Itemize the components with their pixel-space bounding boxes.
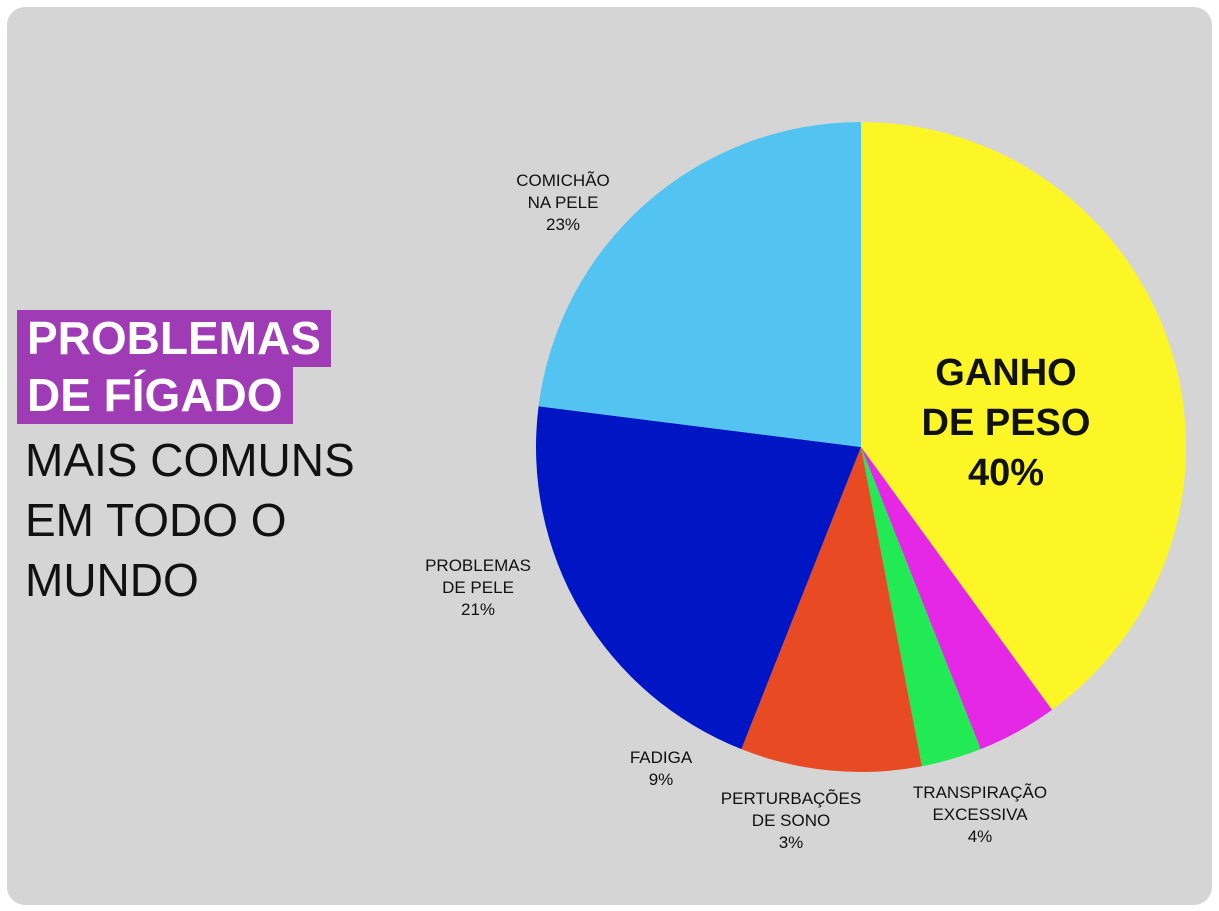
slice-label-1-line-1: EXCESSIVA [932,805,1028,824]
slice-label-5-line-0: COMICHÃO [516,171,610,190]
slice-label-3-line-0: FADIGA [630,748,693,767]
slice-label-4-line-1: DE PELE [442,578,514,597]
slice-label-0-line-0: GANHO [935,352,1076,394]
slice-value-label-5: 23% [546,215,580,234]
slice-label-5-line-1: NA PELE [528,193,599,212]
slice-value-label-4: 21% [461,600,495,619]
slice-label-4-line-0: PROBLEMAS [425,556,531,575]
slice-label-1-line-0: TRANSPIRAÇÃO [913,783,1047,802]
slice-value-label-0: 40% [968,452,1044,494]
slice-value-label-3: 9% [649,770,674,789]
slice-value-label-2: 3% [779,833,804,852]
slice-label-2-line-1: DE SONO [752,811,830,830]
slice-label-2-line-0: PERTURBAÇÕES [721,789,861,808]
slice-label-0-line-1: DE PESO [922,402,1091,444]
slice-value-label-1: 4% [968,827,993,846]
